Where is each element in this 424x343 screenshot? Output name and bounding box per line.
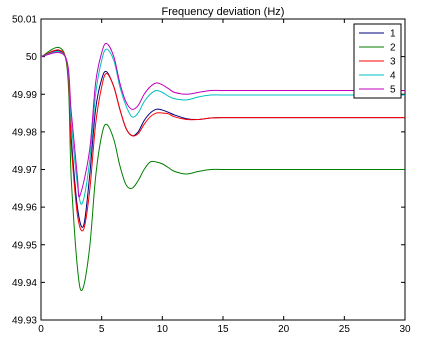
series-lines	[40, 42, 405, 292]
x-tick-label: 10	[157, 324, 169, 335]
legend-label: 2	[390, 43, 396, 54]
x-tick-label: 0	[38, 324, 44, 335]
series-line-2	[40, 47, 405, 292]
chart-title: Frequency deviation (Hz)	[162, 6, 285, 18]
legend-label: 5	[390, 85, 396, 96]
y-tick-label: 50.01	[12, 15, 37, 26]
series-line-5	[40, 42, 405, 198]
y-tick-label: 49.94	[12, 278, 37, 289]
axis-ticks	[40, 18, 406, 321]
x-tick-label: 15	[217, 324, 229, 335]
y-tick-label: 49.99	[12, 90, 37, 101]
legend-label: 1	[390, 29, 396, 40]
legend-label: 4	[390, 71, 396, 82]
legend-label: 3	[390, 57, 396, 68]
x-tick-label: 20	[278, 324, 290, 335]
y-tick-label: 49.98	[12, 127, 37, 138]
y-tick-label: 49.97	[12, 165, 37, 176]
y-tick-label: 49.93	[12, 316, 37, 327]
series-line-3	[40, 49, 405, 232]
x-tick-label: 5	[99, 324, 105, 335]
y-tick-label: 50	[26, 52, 38, 63]
series-line-4	[40, 48, 405, 205]
x-tick-label: 25	[339, 324, 351, 335]
x-tick-label: 30	[399, 324, 411, 335]
y-tick-label: 49.95	[12, 240, 37, 251]
legend: 1 2 3 4 5	[353, 23, 402, 99]
y-axis-tick-labels: 49.93 49.94 49.95 49.96 49.97 49.98 49.99 50 50.…	[12, 15, 37, 327]
x-axis-tick-labels: 0 5 10 15 20 25 30	[38, 324, 411, 335]
y-tick-label: 49.96	[12, 203, 37, 214]
